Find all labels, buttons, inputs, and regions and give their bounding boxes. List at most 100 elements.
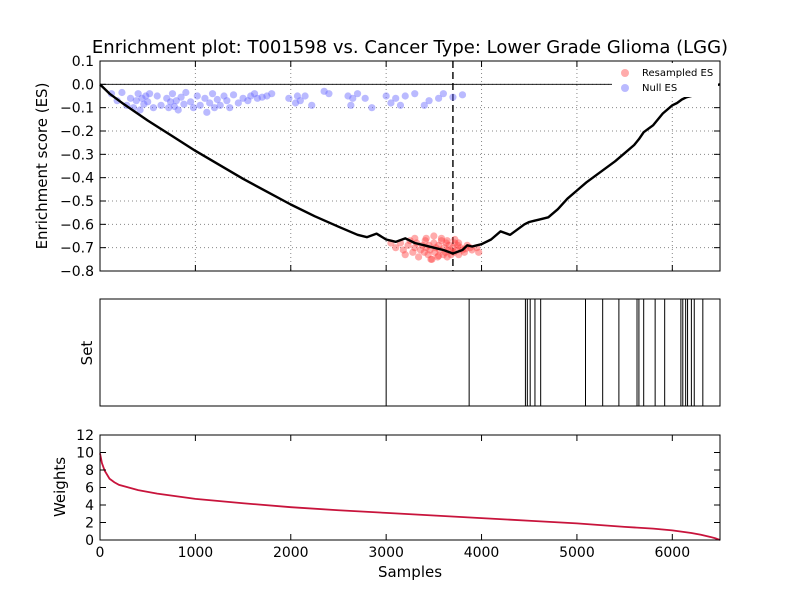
resampled-es-point <box>420 248 428 256</box>
null-es-points <box>107 87 467 116</box>
resampled-es-point <box>442 239 450 247</box>
null-es-point <box>153 92 161 100</box>
x-tick-label: 2000 <box>273 545 309 561</box>
null-es-point <box>172 97 180 105</box>
weights-panel-frame <box>99 434 721 541</box>
resampled-es-point <box>428 255 436 263</box>
resampled-es-point <box>455 239 463 247</box>
null-es-point <box>136 106 144 114</box>
null-es-point <box>157 101 165 109</box>
null-es-point <box>325 90 333 98</box>
null-es-point <box>301 92 309 100</box>
resampled-es-point <box>430 239 438 247</box>
null-es-point <box>132 97 140 105</box>
weights-curve <box>99 453 721 541</box>
resampled-es-point <box>411 244 419 252</box>
es-y-axis-label: Enrichment score (ES) <box>33 83 51 250</box>
resampled-es-point <box>409 248 417 256</box>
null-es-point <box>361 94 369 102</box>
resampled-es-point <box>430 232 438 240</box>
null-es-point <box>149 104 158 112</box>
y-tick-label: −0.3 <box>60 147 94 163</box>
null-es-point <box>196 101 204 109</box>
resampled-es-point <box>437 237 446 245</box>
null-es-point <box>296 97 304 105</box>
resampled-es-point <box>439 251 447 259</box>
null-es-point <box>411 90 419 98</box>
null-es-point <box>401 92 409 100</box>
y-tick-label: 8 <box>85 463 94 479</box>
resampled-es-point <box>421 237 429 245</box>
chart-title: Enrichment plot: T001598 vs. Cancer Type… <box>92 37 728 58</box>
resampled-es-point <box>422 234 430 242</box>
null-es-point <box>193 92 201 100</box>
y-tick-label: 0.1 <box>72 54 94 70</box>
resampled-es-point <box>451 235 459 244</box>
resampled-es-point <box>416 246 425 254</box>
null-es-point <box>458 91 467 99</box>
legend-box <box>612 63 718 97</box>
null-es-point <box>177 93 185 101</box>
resampled-es-point <box>475 248 483 256</box>
null-es-point <box>138 94 146 102</box>
null-es-point <box>187 98 195 106</box>
null-es-point <box>216 101 224 109</box>
y-tick-label: −0.7 <box>60 241 94 257</box>
resampled-es-point <box>435 241 443 249</box>
resampled-es-point <box>435 252 443 260</box>
y-tick-label: −0.8 <box>60 264 94 280</box>
null-es-point <box>170 102 178 111</box>
y-tick-label: 0 <box>85 533 94 549</box>
y-tick-label: −0.4 <box>60 171 94 187</box>
y-tick-label: 2 <box>85 516 94 532</box>
legend-null-label: Null ES <box>642 83 677 94</box>
x-tick-label: 6000 <box>654 545 690 561</box>
resampled-es-point <box>399 246 407 254</box>
set-y-axis-label: Set <box>78 341 96 366</box>
null-es-point <box>435 94 443 102</box>
null-es-point <box>189 104 198 112</box>
resampled-es-point <box>401 251 409 259</box>
x-tick-label: 5000 <box>559 545 595 561</box>
x-tick-label: 4000 <box>464 545 500 561</box>
null-es-point <box>239 94 247 102</box>
resampled-es-point <box>434 253 442 261</box>
null-es-point <box>146 90 154 98</box>
y-tick-label: 6 <box>85 481 94 497</box>
null-es-point <box>291 99 300 107</box>
set-panel-frame <box>99 298 721 407</box>
weights-x-ticks: 0 1000 2000 3000 4000 5000 6000 <box>96 435 690 561</box>
null-es-point <box>247 92 255 100</box>
weights-line <box>99 453 721 541</box>
set-barcode <box>385 299 704 406</box>
null-es-point <box>163 94 171 102</box>
null-es-point <box>347 101 355 109</box>
null-es-point <box>263 92 271 100</box>
null-es-point <box>308 101 316 109</box>
null-es-point <box>140 100 148 108</box>
null-es-point <box>210 104 219 112</box>
y-tick-label: −0.1 <box>60 101 94 117</box>
null-es-point <box>166 98 175 106</box>
null-es-point <box>244 97 252 105</box>
null-es-point <box>126 94 135 102</box>
null-es-point <box>382 92 390 100</box>
resampled-es-point <box>451 239 459 247</box>
weights-y-axis-label: Weights <box>51 457 69 517</box>
running-es-curve <box>99 83 721 255</box>
null-es-point <box>425 97 433 105</box>
null-es-point <box>206 99 214 107</box>
null-es-point <box>396 101 405 109</box>
weights-y-ticks: 02 46 810 12 <box>76 428 720 549</box>
y-tick-label: −0.5 <box>60 194 94 210</box>
x-tick-label: 3000 <box>368 545 404 561</box>
null-es-point <box>320 87 328 95</box>
x-axis-label: Samples <box>378 563 442 581</box>
x-tick-label: 1000 <box>178 545 214 561</box>
null-es-point <box>165 104 173 112</box>
null-es-point <box>142 92 150 100</box>
null-es-point <box>439 90 447 98</box>
resampled-es-point <box>468 246 476 254</box>
null-es-point <box>392 94 400 102</box>
